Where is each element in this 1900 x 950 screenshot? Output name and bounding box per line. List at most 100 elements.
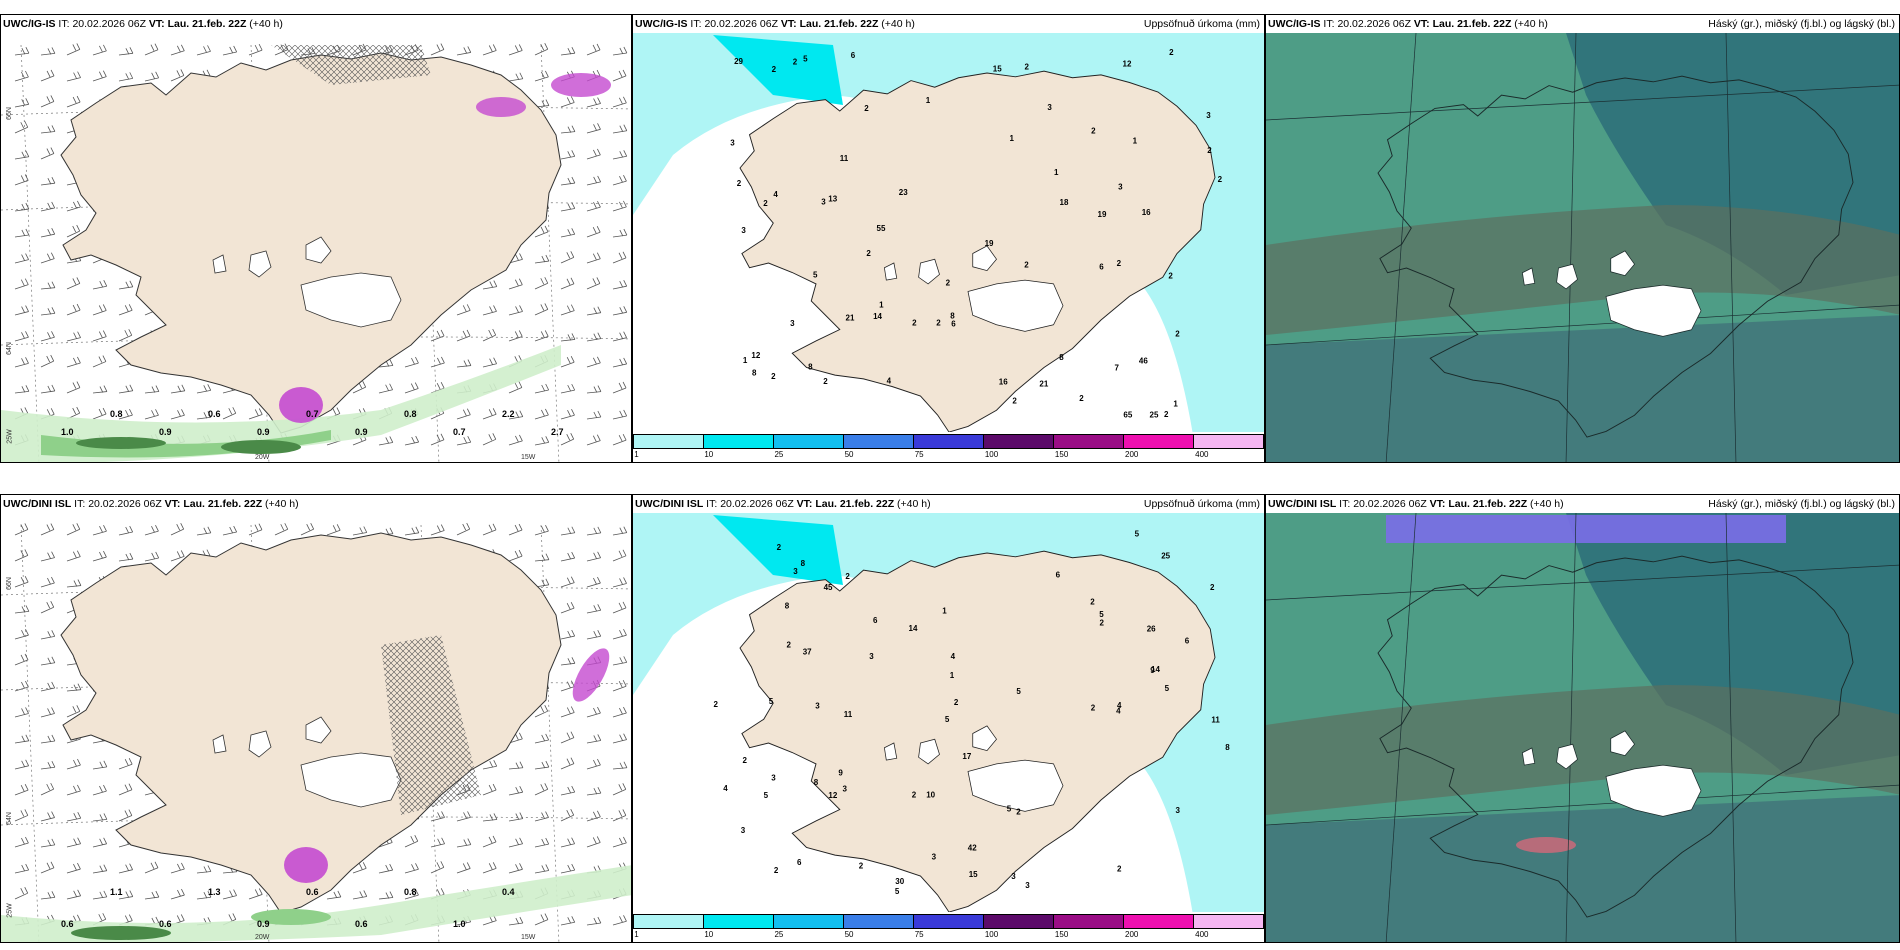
- precip-value-label: 5: [764, 791, 769, 800]
- precip-value-label: 2: [866, 249, 871, 258]
- colorbar-swatch: [634, 435, 704, 448]
- precip-value-label: 4: [723, 784, 728, 793]
- precip-value-label: 4: [773, 190, 778, 199]
- colorbar-tick-label: 25: [774, 930, 784, 939]
- colorbar-swatch: [984, 915, 1054, 928]
- precip-value-label: 21: [1039, 380, 1048, 389]
- precip-value-label: 21: [846, 314, 855, 323]
- precip-colorbar: 1 10 25 50 75 100 150 200 400: [633, 912, 1264, 942]
- wind-value-label: 0.6: [208, 409, 221, 419]
- colorbar-swatch: [774, 915, 844, 928]
- panel-header: UWC/DINI ISL IT: 20.02.2026 06Z VT: Lau.…: [1268, 498, 1564, 510]
- panel-header: UWC/IG-IS IT: 20.02.2026 06Z VT: Lau. 21…: [635, 18, 915, 30]
- precip-value-label: 4: [1116, 707, 1121, 716]
- precip-value-label: 6: [873, 616, 878, 625]
- precip-value-label: 3: [843, 784, 848, 793]
- lon-label-20: 20W: [255, 454, 270, 461]
- precip-value-label: 30: [895, 877, 904, 886]
- wind-value-label: 0.6: [306, 887, 319, 897]
- iceland-landmass: [739, 70, 1216, 433]
- colorbar-tick-label: 50: [844, 450, 854, 459]
- wind-value-label: 0.4: [502, 887, 515, 897]
- iceland-landmass: [1377, 75, 1854, 438]
- cloud-layers: [1266, 33, 1899, 462]
- precip-value-label: 2: [743, 756, 748, 765]
- colorbar-tick-label: 400: [1195, 930, 1209, 939]
- precip-value-label: 2: [1090, 597, 1095, 606]
- precip-value-label: 7: [1115, 364, 1120, 373]
- precip-value-label: 5: [1099, 610, 1104, 619]
- precip-value-label: 2: [1117, 865, 1122, 874]
- precip-value-label: 2: [954, 698, 959, 707]
- precip-value-label: 2: [946, 278, 951, 287]
- precip-labels: 2241742145810111245306222455589423337252…: [714, 529, 1231, 896]
- precip-value-label: 1: [950, 671, 955, 680]
- precip-value-label: 3: [771, 773, 776, 782]
- precip-value-label: 5: [1016, 687, 1021, 696]
- precip-value-label: 2: [772, 65, 777, 74]
- precip-value-label: 15: [993, 64, 1002, 73]
- colorbar-tick-label: 400: [1195, 450, 1209, 459]
- colorbar-tick-label: 100: [984, 450, 999, 459]
- panel-header: UWC/IG-IS IT: 20.02.2026 06Z VT: Lau. 21…: [3, 18, 283, 30]
- wind-panel-bottom: UWC/DINI ISL IT: 20.02.2026 06Z VT: Lau.…: [0, 494, 632, 943]
- precip-value-label: 5: [1135, 529, 1140, 538]
- precip-value-label: 19: [1098, 210, 1107, 219]
- precip-value-label: 5: [1007, 804, 1012, 813]
- precip-value-label: 2: [1100, 619, 1105, 628]
- cloud-title: Háský (gr.), miðský (fj.bl.) og lágský (…: [1708, 18, 1895, 30]
- cloud-title: Háský (gr.), miðský (fj.bl.) og lágský (…: [1708, 498, 1895, 510]
- precip-value-label: 65: [1123, 410, 1132, 419]
- precip-value-label: 3: [741, 226, 746, 235]
- gust-band: [1, 648, 631, 942]
- cloud-panel-top: UWC/IG-IS IT: 20.02.2026 06Z VT: Lau. 21…: [1265, 14, 1900, 463]
- cloud-layers: [1266, 513, 1899, 942]
- colorbar-tick-label: 200: [1125, 930, 1139, 939]
- precip-value-label: 4: [887, 376, 892, 385]
- colorbar-tick-label: 1: [634, 450, 639, 459]
- precip-value-label: 29: [734, 57, 743, 66]
- lon-label-15: 15W: [521, 934, 536, 941]
- colorbar-swatch: [1054, 915, 1124, 928]
- precip-value-label: 2: [774, 866, 779, 875]
- precip-value-label: 2: [1091, 127, 1096, 136]
- precip-value-label: 2: [823, 377, 828, 386]
- precip-value-label: 16: [1142, 208, 1151, 217]
- precip-value-label: 2: [1175, 329, 1180, 338]
- cloud-hatch: [271, 45, 431, 85]
- lat-label-66: 66N: [5, 577, 13, 590]
- colorbar-swatch: [704, 915, 774, 928]
- precip-value-label: 2: [737, 179, 742, 188]
- colorbar-swatch: [844, 915, 914, 928]
- cloud-hatch: [381, 635, 481, 815]
- precip-value-label: 26: [1147, 625, 1156, 634]
- precip-value-label: 2: [1164, 410, 1169, 419]
- wind-value-label: 0.7: [453, 427, 466, 437]
- precip-value-label: 23: [899, 188, 908, 197]
- colorbar-swatch: [774, 435, 844, 448]
- precip-value-label: 6: [1056, 570, 1061, 579]
- precip-colorbar: 1 10 25 50 75 100 150 200 400: [633, 432, 1264, 462]
- precip-value-label: 3: [741, 826, 746, 835]
- precip-value-label: 3: [869, 652, 874, 661]
- precip-value-label: 9: [1150, 666, 1155, 675]
- precip-value-label: 2: [864, 104, 869, 113]
- iceland-landmass: [1377, 555, 1854, 918]
- colorbar-swatch: [1124, 915, 1194, 928]
- wind-labels: 0.6 1.1 0.6 1.3 0.9 0.6 0.6 0.8 1.0 0.4: [61, 887, 515, 929]
- precip-title: Uppsöfnuð úrkoma (mm): [1143, 498, 1260, 510]
- precip-value-label: 3: [790, 319, 795, 328]
- wind-value-label: 2.7: [551, 427, 564, 437]
- precip-value-label: 3: [1176, 806, 1181, 815]
- precip-value-label: 15: [969, 870, 978, 879]
- precip-value-label: 2: [1169, 48, 1174, 57]
- lat-label-64: 64N: [5, 812, 13, 825]
- precip-value-label: 11: [844, 710, 853, 719]
- colorbar-tick-label: 150: [1054, 450, 1069, 459]
- wind-panel-top: UWC/IG-IS IT: 20.02.2026 06Z VT: Lau. 21…: [0, 14, 632, 463]
- precip-value-label: 5: [895, 887, 900, 896]
- colorbar-swatch: [634, 915, 704, 928]
- colorbar-tick-label: 75: [914, 930, 924, 939]
